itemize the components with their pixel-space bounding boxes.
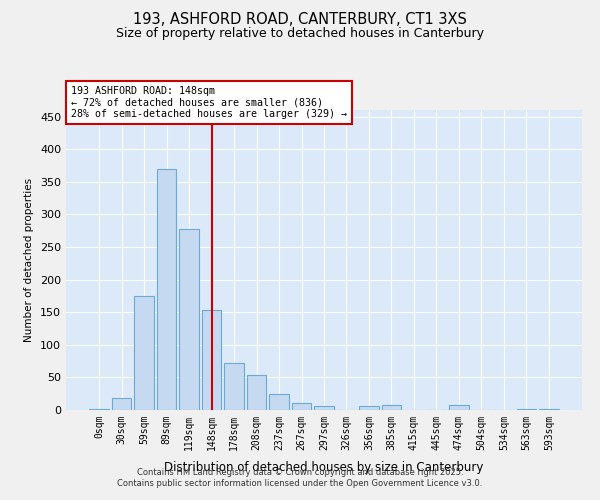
Bar xyxy=(89,408,109,410)
Bar xyxy=(382,406,401,410)
Bar xyxy=(179,228,199,410)
Text: 193 ASHFORD ROAD: 148sqm
← 72% of detached houses are smaller (836)
28% of semi-: 193 ASHFORD ROAD: 148sqm ← 72% of detach… xyxy=(71,86,347,119)
Text: 193, ASHFORD ROAD, CANTERBURY, CT1 3XS: 193, ASHFORD ROAD, CANTERBURY, CT1 3XS xyxy=(133,12,467,28)
Text: Size of property relative to detached houses in Canterbury: Size of property relative to detached ho… xyxy=(116,28,484,40)
Bar xyxy=(202,310,221,410)
Bar xyxy=(292,404,311,410)
Bar xyxy=(224,363,244,410)
Bar xyxy=(134,296,154,410)
Bar xyxy=(157,168,176,410)
Y-axis label: Number of detached properties: Number of detached properties xyxy=(25,178,34,342)
Bar xyxy=(517,408,536,410)
Bar xyxy=(359,406,379,410)
X-axis label: Distribution of detached houses by size in Canterbury: Distribution of detached houses by size … xyxy=(164,461,484,474)
Bar xyxy=(449,405,469,410)
Text: Contains HM Land Registry data © Crown copyright and database right 2025.
Contai: Contains HM Land Registry data © Crown c… xyxy=(118,468,482,487)
Bar xyxy=(269,394,289,410)
Bar xyxy=(112,398,131,410)
Bar xyxy=(314,406,334,410)
Bar xyxy=(247,375,266,410)
